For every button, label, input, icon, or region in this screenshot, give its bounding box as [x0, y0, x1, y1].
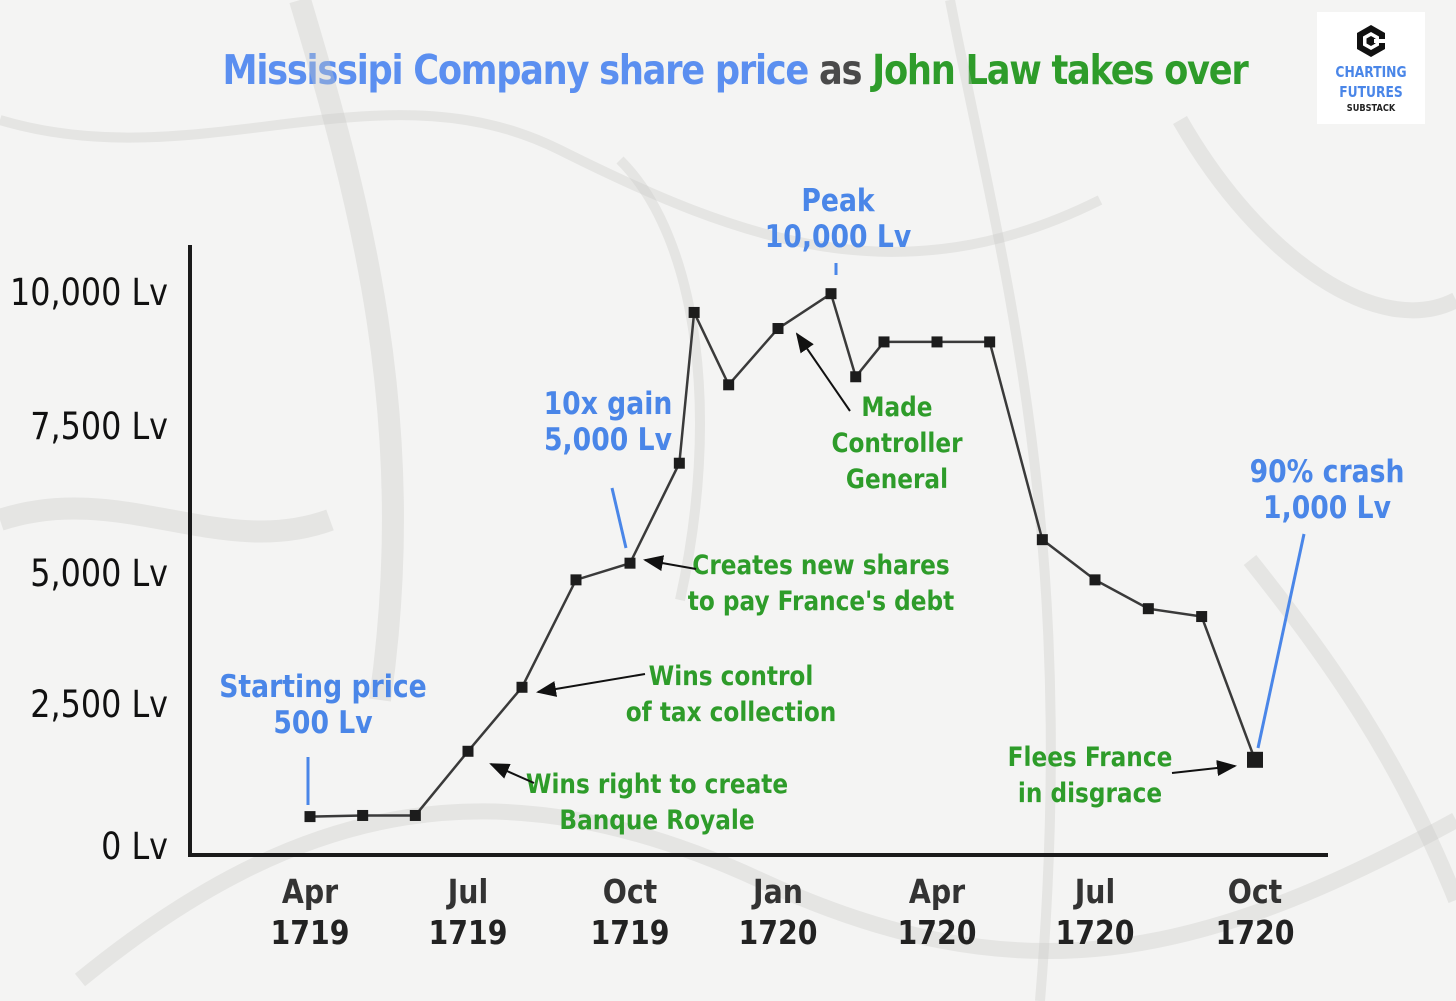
annotation-text: of tax collection	[626, 696, 837, 727]
y-tick-label: 2,500 Lv	[30, 684, 168, 727]
data-point	[462, 745, 474, 757]
x-tick-label: Jul	[1073, 873, 1115, 912]
series-line	[304, 288, 1263, 823]
annotation-text: to pay France's debt	[688, 585, 954, 616]
background-stroke	[0, 497, 334, 543]
data-point	[878, 336, 890, 348]
title-part-john-law: John Law takes over	[872, 46, 1249, 94]
background-stroke	[0, 110, 1103, 257]
data-point	[570, 574, 582, 586]
data-point	[624, 557, 636, 569]
data-point	[409, 809, 421, 821]
background-stroke	[1173, 116, 1456, 319]
annotation-leader-line	[1256, 533, 1306, 749]
annotation-text: 1,000 Lv	[1263, 489, 1391, 525]
logo-text-charting: CHARTING	[1335, 63, 1407, 81]
annotation-text: Flees France	[1008, 741, 1173, 772]
annotation-text: Controller	[831, 427, 963, 458]
axes: 0 Lv 2,500 Lv 5,000 Lv 7,500 Lv 10,000 Lv Apr…	[10, 245, 1328, 953]
annotation: Creates new shares to pay France's debt	[643, 549, 954, 616]
annotation-arrow	[643, 555, 697, 572]
annotation-text: General	[846, 463, 948, 494]
background-stroke	[616, 156, 705, 602]
y-tick-label: 0 Lv	[101, 826, 168, 869]
x-tick-label: 1720	[739, 914, 818, 953]
x-tick-label: 1720	[1216, 914, 1295, 953]
annotation-text: Creates new shares	[692, 549, 949, 580]
annotation-arrow	[795, 332, 851, 412]
x-tick-label: Jul	[446, 873, 488, 912]
data-point	[688, 306, 700, 318]
y-tick-label: 7,500 Lv	[30, 406, 168, 449]
data-point	[673, 457, 685, 469]
annotation-text: Banque Royale	[559, 804, 754, 835]
annotation-text: 5,000 Lv	[544, 421, 672, 457]
title-part-company: Mississipi Company share price	[222, 46, 810, 94]
hexagon-logo-icon	[1357, 25, 1386, 57]
data-point	[357, 809, 369, 821]
logo-text-substack: SUBSTACK	[1346, 103, 1396, 114]
chart-title: Mississipi Company share price as John L…	[103, 46, 1367, 94]
x-tick-label: Apr	[282, 873, 339, 912]
annotation-arrow	[1171, 760, 1237, 776]
annotation-text: Starting price	[219, 668, 427, 704]
title-part-as: as	[818, 46, 862, 94]
data-point	[1089, 574, 1101, 586]
data-point	[1036, 534, 1048, 546]
annotation-arrow	[489, 763, 535, 784]
annotation-leader-line	[610, 487, 628, 549]
charting-futures-logo: CHARTING FUTURES SUBSTACK	[1317, 12, 1425, 124]
x-tick-label: 1720	[898, 914, 977, 953]
x-tick-label: Apr	[909, 873, 966, 912]
annotation-text: Wins right to create	[526, 768, 788, 799]
x-tick-label: 1720	[1056, 914, 1135, 953]
annotation: Wins control of tax collection	[536, 660, 837, 727]
background-stroke	[1243, 555, 1456, 903]
annotation-text: Made	[861, 391, 932, 422]
annotation-text: 90% crash	[1250, 453, 1405, 489]
annotation-text: Peak	[801, 182, 875, 218]
annotation-text: in disgrace	[1018, 777, 1162, 808]
background-stroke	[289, 0, 404, 702]
background-stroke	[945, 0, 1056, 1001]
annotation-text: 10x gain	[544, 385, 673, 421]
x-tick-label: Jan	[751, 873, 803, 912]
data-point	[825, 288, 837, 300]
data-point	[304, 811, 316, 823]
annotation-text: 10,000 Lv	[765, 218, 912, 254]
x-tick-label: 1719	[591, 914, 670, 953]
data-point	[772, 323, 784, 335]
x-tick-label: 1719	[271, 914, 350, 953]
annotation: Wins right to create Banque Royale	[489, 763, 788, 835]
annotation: Flees France in disgrace	[1008, 741, 1237, 808]
data-point	[1247, 751, 1263, 768]
data-point	[931, 336, 943, 348]
annotation-arrow	[536, 673, 646, 697]
data-point	[516, 681, 528, 693]
data-point	[1196, 611, 1208, 623]
background-stroke	[74, 803, 1456, 987]
y-tick-label: 10,000 Lv	[10, 272, 168, 315]
logo-text-futures: FUTURES	[1339, 83, 1403, 101]
x-tick-label: 1719	[429, 914, 508, 953]
data-point	[723, 379, 735, 391]
x-tick-label: Oct	[603, 873, 658, 912]
data-point	[984, 336, 996, 348]
annotation-text: 500 Lv	[273, 704, 372, 740]
annotation-text: Wins control	[649, 660, 814, 691]
data-point	[850, 371, 862, 383]
x-tick-label: Oct	[1228, 873, 1283, 912]
annotation: Made Controller General	[795, 332, 963, 494]
y-tick-label: 5,000 Lv	[30, 553, 168, 596]
data-point	[1142, 603, 1154, 615]
